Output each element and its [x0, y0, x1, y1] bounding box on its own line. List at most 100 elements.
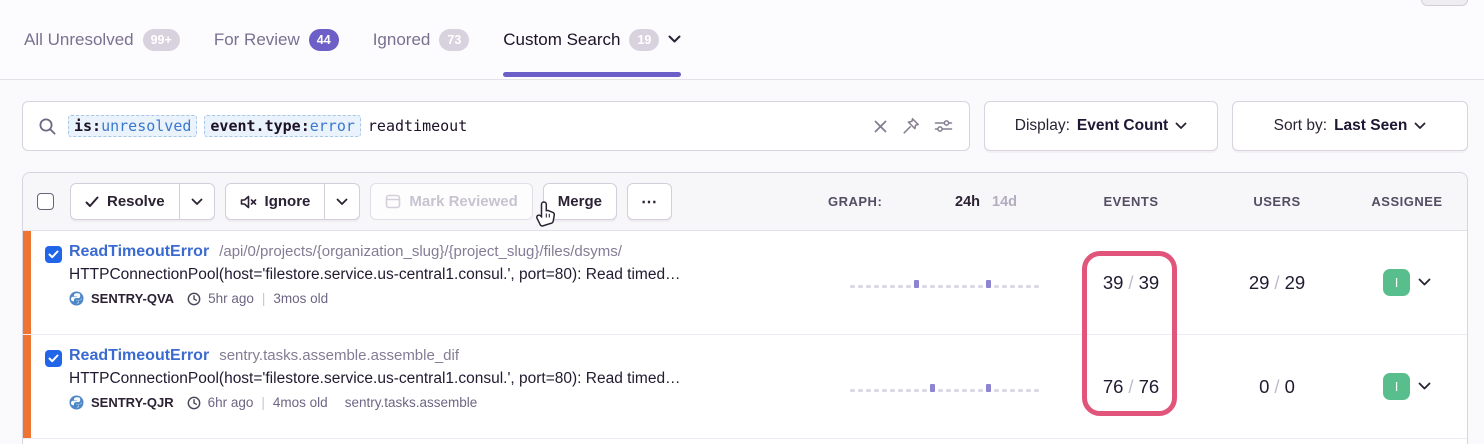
- token-key: event.type:: [210, 117, 310, 135]
- issue-last-seen: 6hr ago: [207, 395, 254, 410]
- tab-label: All Unresolved: [24, 29, 134, 49]
- ellipsis-icon: ⋯: [640, 193, 658, 211]
- tab-label: For Review: [213, 29, 300, 49]
- issue-annotation: sentry.tasks.assemble: [344, 395, 478, 410]
- resolve-split-button: Resolve: [70, 183, 215, 220]
- issue-list-panel: Resolve Ignore Mark Reviewed: [22, 172, 1468, 444]
- token-key: is:: [74, 117, 102, 135]
- python-platform-icon: [69, 395, 84, 410]
- issue-stream-tabs: All Unresolved 99+ For Review 44 Ignored…: [0, 0, 1484, 80]
- assignee-dropdown[interactable]: I: [1383, 373, 1431, 400]
- display-value: Event Count: [1076, 117, 1169, 134]
- users-count: 0/0: [1259, 376, 1295, 398]
- sort-label: Sort by:: [1273, 117, 1328, 134]
- merge-button[interactable]: Merge: [542, 183, 617, 220]
- error-level-bar: [23, 231, 31, 334]
- issue-message: HTTPConnectionPool(host='filestore.servi…: [69, 370, 681, 387]
- issue-title-link[interactable]: ReadTimeoutError: [69, 243, 210, 260]
- more-actions-button[interactable]: ⋯: [626, 183, 672, 220]
- users-column-header: USERS: [1253, 194, 1301, 209]
- search-token-event-type-error[interactable]: event.type:error: [204, 115, 361, 137]
- tab-ignored[interactable]: Ignored 73: [373, 0, 470, 79]
- mute-icon: [240, 195, 256, 208]
- sort-value: Last Seen: [1334, 117, 1408, 134]
- search-icon: [38, 117, 57, 136]
- badge-icon: [386, 194, 401, 209]
- assignee-dropdown[interactable]: I: [1383, 269, 1431, 296]
- issue-message: HTTPConnectionPool(host='filestore.servi…: [69, 266, 681, 283]
- chevron-down-icon: [1175, 122, 1187, 130]
- assignee-avatar[interactable]: I: [1383, 269, 1410, 296]
- mark-reviewed-button: Mark Reviewed: [370, 183, 533, 220]
- tab-count-badge: 99+: [142, 28, 180, 51]
- python-platform-icon: [69, 291, 84, 306]
- issue-first-seen: 3mos old: [273, 291, 329, 306]
- users-value: 29: [1248, 271, 1270, 293]
- assignee-avatar[interactable]: I: [1383, 373, 1410, 400]
- events-value: 39: [1102, 271, 1124, 293]
- graph-column-header: GRAPH:: [828, 194, 883, 209]
- issue-search-bar[interactable]: is:unresolved event.type:error readtimeo…: [22, 101, 970, 151]
- row-checkbox[interactable]: [45, 350, 62, 367]
- events-total: 76: [1138, 375, 1160, 397]
- clock-icon: [187, 292, 201, 306]
- ignore-button[interactable]: Ignore: [224, 183, 326, 220]
- ignore-label: Ignore: [264, 193, 311, 210]
- pin-search-icon[interactable]: [902, 117, 920, 135]
- issue-culprit: sentry.tasks.assemble.assemble_dif: [219, 347, 460, 364]
- issue-short-id: SENTRY-QVA: [91, 291, 175, 306]
- resolve-button[interactable]: Resolve: [70, 183, 180, 220]
- search-query[interactable]: is:unresolved event.type:error readtimeo…: [68, 115, 873, 137]
- events-value: 76: [1102, 375, 1124, 397]
- tab-count-badge: 44: [308, 28, 339, 51]
- issue-row[interactable]: ReadTimeoutError /api/0/projects/{organi…: [23, 231, 1467, 335]
- chevron-down-icon: [1414, 122, 1426, 130]
- active-tab-underline: [503, 72, 682, 77]
- graph-range-24h[interactable]: 24h: [955, 193, 980, 210]
- clock-icon: [187, 396, 201, 410]
- mark-reviewed-label: Mark Reviewed: [409, 193, 518, 210]
- ignore-split-button: Ignore: [224, 183, 361, 220]
- resolve-label: Resolve: [107, 193, 165, 210]
- tab-custom-search[interactable]: Custom Search 19: [503, 0, 682, 79]
- issue-short-id: SENTRY-QJR: [91, 395, 174, 410]
- token-value: error: [309, 117, 355, 135]
- display-dropdown[interactable]: Display: Event Count: [984, 101, 1218, 151]
- count-slash: /: [1274, 271, 1280, 293]
- meta-divider: |: [261, 395, 265, 410]
- clipped-top-right-element: [1421, 0, 1468, 6]
- chevron-down-icon[interactable]: [668, 35, 681, 44]
- tab-count-badge: 73: [439, 28, 470, 51]
- issue-title-link[interactable]: ReadTimeoutError: [69, 347, 210, 364]
- sort-dropdown[interactable]: Sort by: Last Seen: [1232, 101, 1468, 151]
- users-total: 29: [1284, 271, 1306, 293]
- issue-first-seen: 4mos old: [272, 395, 328, 410]
- chevron-down-icon: [1418, 278, 1431, 286]
- token-value: unresolved: [101, 117, 192, 135]
- display-label: Display:: [1014, 117, 1070, 134]
- meta-divider: |: [261, 291, 266, 306]
- graph-range-14d[interactable]: 14d: [992, 193, 1017, 210]
- issue-sparkline-graph: [850, 382, 1039, 392]
- count-slash: /: [1128, 271, 1134, 293]
- issue-last-seen: 5hr ago: [208, 291, 254, 306]
- search-token-is-unresolved[interactable]: is:unresolved: [68, 115, 198, 137]
- resolve-dropdown-button[interactable]: [179, 183, 215, 220]
- issue-row[interactable]: ReadTimeoutError sentry.tasks.assemble.a…: [23, 335, 1467, 439]
- row-checkbox[interactable]: [45, 246, 62, 263]
- count-slash: /: [1128, 375, 1134, 397]
- tab-for-review[interactable]: For Review 44: [214, 0, 339, 79]
- chevron-down-icon: [1418, 382, 1431, 390]
- select-all-checkbox[interactable]: [37, 193, 54, 210]
- tab-all-unresolved[interactable]: All Unresolved 99+: [24, 0, 180, 79]
- users-total: 0: [1284, 375, 1295, 397]
- search-settings-icon[interactable]: [934, 118, 953, 134]
- users-count: 29/29: [1249, 272, 1305, 294]
- ignore-dropdown-button[interactable]: [325, 183, 361, 220]
- issue-sparkline-graph: [850, 278, 1039, 288]
- count-slash: /: [1274, 375, 1280, 397]
- tab-label: Ignored: [372, 29, 431, 49]
- assignee-column-header: ASSIGNEE: [1371, 194, 1443, 209]
- clear-search-icon[interactable]: [873, 119, 888, 134]
- next-row-partial: [23, 439, 1467, 444]
